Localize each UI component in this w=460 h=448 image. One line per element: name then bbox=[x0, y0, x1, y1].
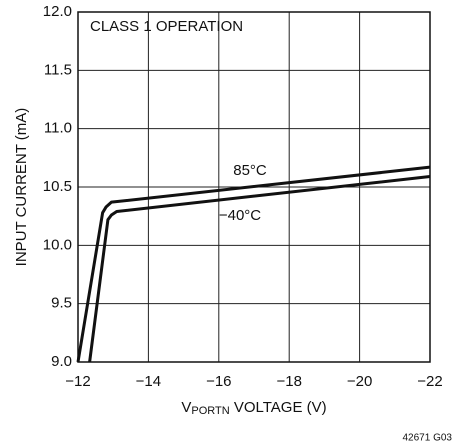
y-tick-label: 12.0 bbox=[43, 3, 72, 20]
annotation: CLASS 1 OPERATION bbox=[90, 18, 243, 35]
y-tick-label: 11.5 bbox=[44, 61, 72, 78]
y-tick-label: 11.0 bbox=[44, 120, 72, 137]
y-tick-label: 10.0 bbox=[43, 236, 72, 253]
x-tick-label: −20 bbox=[347, 373, 372, 390]
series-line bbox=[88, 175, 431, 363]
y-tick-label: 9.5 bbox=[51, 295, 72, 312]
series-line bbox=[76, 165, 431, 363]
footnote: 42671 G03 bbox=[403, 433, 453, 444]
x-tick-label: −16 bbox=[206, 373, 231, 390]
series-label: −40°C bbox=[219, 207, 261, 224]
x-tick-label: −18 bbox=[276, 373, 301, 390]
y-tick-label: 10.5 bbox=[43, 178, 72, 195]
x-label-main: V bbox=[181, 399, 191, 416]
x-tick-label: −12 bbox=[65, 373, 90, 390]
x-axis-label: VPORTN VOLTAGE (V) bbox=[181, 399, 326, 417]
y-tick-label: 9.0 bbox=[51, 353, 72, 370]
plot-frame bbox=[77, 11, 431, 363]
series-label: 85°C bbox=[233, 162, 267, 179]
y-axis-label: INPUT CURRENT (mA) bbox=[13, 108, 30, 267]
x-tick-label: −14 bbox=[136, 373, 161, 390]
x-label-rest: VOLTAGE (V) bbox=[230, 399, 327, 416]
x-tick-label: −22 bbox=[417, 373, 442, 390]
x-label-sub: PORTN bbox=[191, 405, 229, 417]
